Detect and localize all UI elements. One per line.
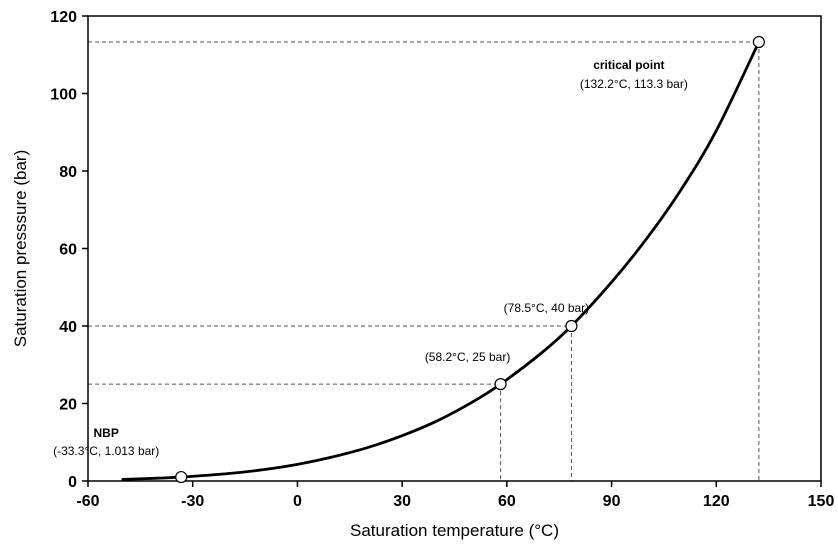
x-tick-label: 30 <box>393 493 411 510</box>
y-axis-label: Saturation presssure (bar) <box>11 150 30 347</box>
x-tick-label: -30 <box>181 493 204 510</box>
y-tick-label: 60 <box>59 242 77 259</box>
axis-ticks: -60 -30 0 30 60 90 120 150 0 20 40 60 80 100 120 <box>50 9 834 510</box>
point-title: critical point <box>593 58 664 72</box>
point-title: NBP <box>94 426 119 440</box>
x-tick-label: 90 <box>603 493 621 510</box>
point-label: (132.2°C, 113.3 bar) <box>580 77 688 91</box>
point-label: (58.2°C, 25 bar) <box>425 350 511 364</box>
data-point-marker <box>752 35 765 49</box>
saturation-curve <box>121 40 761 481</box>
x-axis-label: Saturation temperature (°C) <box>350 521 559 540</box>
x-tick-label: -60 <box>76 493 99 510</box>
y-tick-label: 40 <box>59 319 77 336</box>
data-point-marker <box>494 378 507 391</box>
point-label: (-33.3°C, 1.013 bar) <box>53 444 159 458</box>
x-tick-label: 60 <box>498 493 516 510</box>
guide-lines <box>88 41 760 481</box>
x-tick-label: 120 <box>703 493 730 510</box>
markers <box>175 35 765 484</box>
x-tick-label: 150 <box>808 493 835 510</box>
data-point-marker <box>565 319 578 333</box>
y-tick-label: 20 <box>59 397 77 414</box>
y-tick-label: 80 <box>59 164 77 181</box>
annotations: NBP (-33.3°C, 1.013 bar) (58.2°C, 25 bar) (… <box>53 58 688 458</box>
point-label: (78.5°C, 40 bar) <box>504 301 590 315</box>
y-tick-label: 100 <box>50 87 77 104</box>
x-tick-label: 0 <box>293 493 302 510</box>
curve-layer <box>121 40 761 481</box>
data-point-marker <box>175 470 188 484</box>
y-tick-label: 120 <box>50 9 77 26</box>
y-tick-label: 0 <box>68 474 77 491</box>
